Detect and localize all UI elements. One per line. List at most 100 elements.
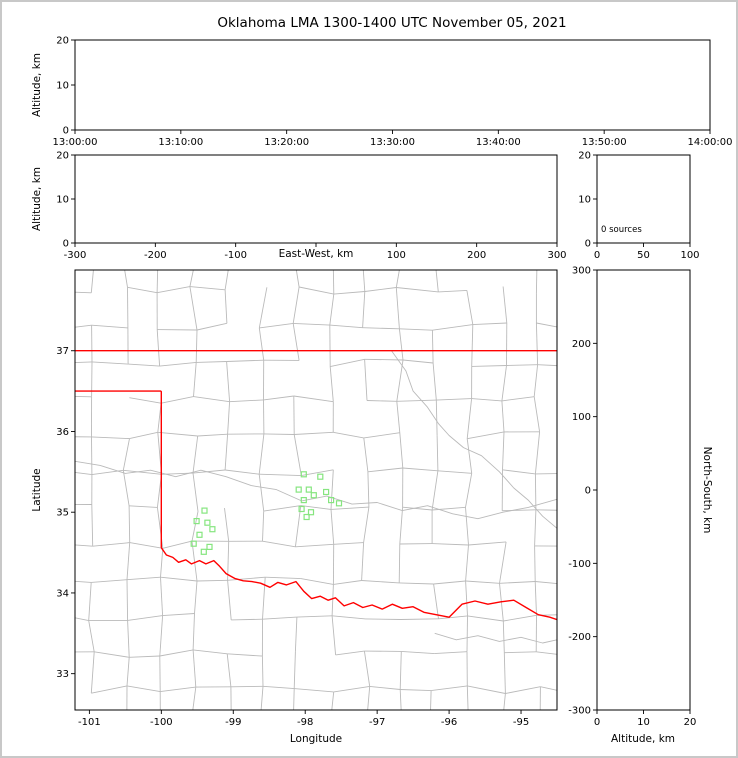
county-line (229, 399, 264, 403)
county-line (127, 286, 158, 294)
county-line (536, 651, 557, 655)
county-line (398, 328, 404, 361)
map-x-tick-label: -95 (513, 717, 529, 728)
county-line (364, 358, 404, 361)
county-line (258, 433, 265, 475)
county-line (533, 364, 539, 397)
figure-title: Oklahoma LMA 1300-1400 UTC November 05, … (217, 15, 566, 31)
north-south-x-tick-label: 20 (684, 717, 697, 728)
county-line (157, 286, 190, 294)
county-line (91, 361, 129, 365)
county-line (534, 545, 536, 582)
county-line (466, 615, 468, 652)
county-line (262, 577, 266, 620)
county-line (501, 365, 507, 401)
county-line (160, 576, 198, 582)
county-line (431, 470, 439, 511)
county-line (189, 286, 226, 291)
county-line (294, 431, 334, 435)
county-line (261, 656, 264, 687)
county-line (333, 685, 370, 693)
county-line (294, 617, 298, 652)
county-line (192, 687, 197, 710)
county-line (503, 614, 537, 622)
time-height-y-tick-label: 20 (56, 36, 69, 47)
county-line (191, 541, 198, 582)
source-marker (209, 526, 216, 533)
county-line (55, 437, 58, 470)
time-height-x-tick-label: 13:20:00 (264, 137, 309, 148)
county-line (396, 287, 439, 293)
county-line (504, 250, 537, 257)
county-line (55, 614, 59, 652)
county-line (90, 651, 95, 694)
histogram-x-tick-label: 0 (594, 250, 600, 261)
county-line (91, 685, 128, 694)
county-line (465, 507, 469, 546)
county-line (293, 434, 302, 476)
county-line (503, 652, 506, 694)
histogram-y-tick-label: 20 (578, 151, 591, 162)
county-line (361, 542, 365, 581)
county-line (363, 437, 369, 472)
county-line (364, 359, 368, 401)
source-marker (200, 548, 207, 555)
county-line (225, 469, 260, 475)
histogram-panel (597, 155, 690, 243)
county-line (192, 469, 226, 474)
county-line (227, 576, 266, 581)
county-line (192, 613, 195, 650)
county-line (128, 505, 131, 543)
county-line (433, 580, 466, 585)
county-line (123, 469, 162, 475)
north-south-y-tick-label: 300 (572, 266, 591, 277)
sources-count-annotation: 0 sources (601, 225, 642, 235)
county-line (160, 577, 164, 616)
map-layers (53, 250, 557, 710)
map-x-tick-label: -98 (297, 717, 313, 728)
county-line (396, 399, 437, 402)
source-marker (300, 471, 307, 478)
county-line (467, 685, 506, 694)
county-line (435, 270, 439, 292)
county-line (432, 506, 466, 511)
map-y-tick-label: 35 (56, 508, 69, 519)
county-line (402, 506, 433, 511)
county-line (471, 365, 507, 367)
time-height-y-tick-label: 0 (63, 126, 69, 137)
county-line (53, 251, 58, 292)
county-line (75, 361, 93, 364)
source-marker (307, 509, 315, 516)
county-line (195, 329, 198, 363)
county-line (258, 287, 268, 328)
county-line (432, 362, 437, 401)
county-line (402, 359, 434, 364)
county-line (88, 620, 95, 652)
county-line (499, 541, 507, 584)
county-line (193, 649, 228, 655)
map-x-tick-label: -96 (441, 717, 457, 728)
county-line (465, 580, 468, 616)
source-marker (328, 497, 335, 504)
county-line (535, 270, 538, 294)
county-line (296, 615, 333, 618)
county-line (294, 688, 334, 693)
map-x-tick-label: -101 (78, 717, 101, 728)
county-line (430, 690, 432, 710)
county-line (162, 540, 193, 549)
map-y-tick-label: 34 (56, 588, 69, 599)
county-line (435, 400, 438, 436)
county-line (159, 615, 164, 657)
east-west-x-tick-label: 100 (387, 250, 406, 261)
county-line (75, 395, 92, 398)
county-line (196, 322, 227, 331)
county-line (465, 580, 500, 584)
county-line (330, 506, 369, 510)
county-line (161, 396, 194, 404)
county-line (535, 581, 557, 584)
county-line (330, 358, 365, 368)
map-ylabel: Latitude (31, 468, 43, 511)
source-marker (190, 540, 197, 547)
county-line (292, 323, 300, 361)
county-line (395, 287, 400, 329)
